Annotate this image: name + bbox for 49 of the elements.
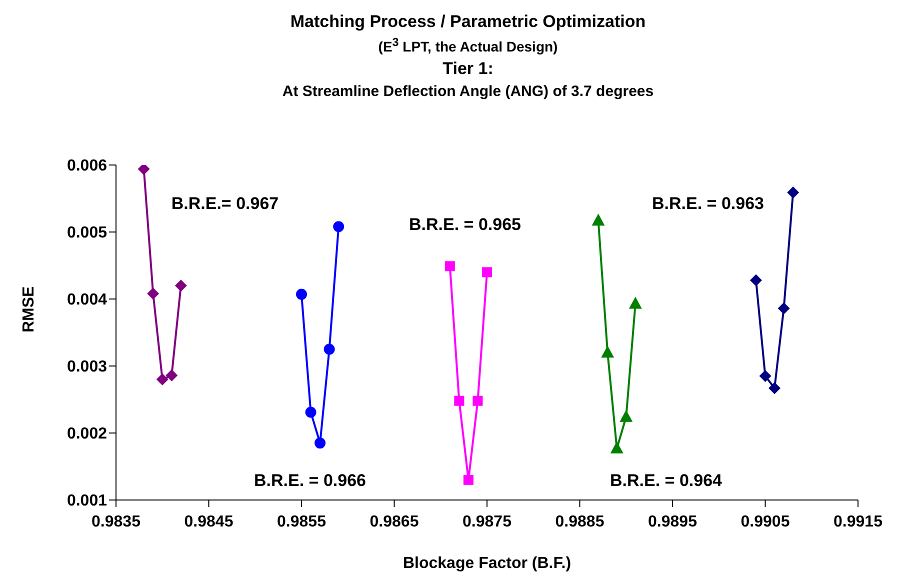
y-tick-label: 0.004 xyxy=(66,292,108,309)
x-tick-label: 0.9865 xyxy=(370,513,419,530)
point xyxy=(138,165,150,176)
point xyxy=(174,280,187,292)
annotation: B.R.E. = 0.965 xyxy=(409,215,521,235)
point xyxy=(750,274,762,286)
point xyxy=(601,346,614,358)
y-tick-label: 0.002 xyxy=(66,426,108,443)
point xyxy=(324,344,335,355)
point xyxy=(147,288,160,300)
point xyxy=(156,373,168,386)
point xyxy=(787,186,800,198)
point xyxy=(454,396,464,406)
point xyxy=(305,406,316,418)
y-axis-title: RMSE xyxy=(20,286,38,332)
point xyxy=(620,410,633,422)
x-tick-label: 0.9835 xyxy=(92,513,141,530)
annotation: B.R.E.= 0.967 xyxy=(171,194,279,214)
x-axis-title: Blockage Factor (B.F.) xyxy=(402,555,572,572)
y-tick-label: 0.005 xyxy=(66,224,108,242)
chart-subtitle: (E$^{3}$ LPT, the Actual Design) Tier 1: At Streamline Deflection Angle (ANG) of 3.7 degrees xyxy=(281,36,655,100)
y-tick-label: 0.001 xyxy=(66,492,108,510)
annotation: B.R.E. = 0.963 xyxy=(652,194,764,214)
x-tick-label: 0.9855 xyxy=(277,513,326,530)
point xyxy=(778,302,790,314)
point xyxy=(759,370,772,382)
point xyxy=(333,221,344,232)
point xyxy=(444,261,455,272)
point xyxy=(482,267,492,278)
point xyxy=(296,288,307,300)
x-tick-label: 0.9915 xyxy=(834,513,883,530)
x-tick-label: 0.9905 xyxy=(740,513,790,530)
annotation: B.R.E. = 0.964 xyxy=(610,471,722,491)
point xyxy=(463,474,474,485)
point xyxy=(628,296,642,309)
y-tick-label: 0.006 xyxy=(66,158,108,175)
y-tick-label: 0.003 xyxy=(66,358,108,376)
annotation: B.R.E. = 0.966 xyxy=(254,471,366,491)
x-tick-label: 0.9845 xyxy=(184,513,234,530)
point xyxy=(610,441,624,454)
point xyxy=(314,438,326,449)
x-tick-label: 0.9895 xyxy=(648,513,698,530)
point xyxy=(592,214,605,226)
point xyxy=(472,396,483,406)
x-tick-label: 0.9885 xyxy=(555,513,604,530)
point xyxy=(768,382,781,394)
point xyxy=(166,369,178,382)
x-tick-label: 0.9875 xyxy=(462,513,512,530)
chart-title: Matching Process / Parametric Optimization xyxy=(289,12,647,32)
